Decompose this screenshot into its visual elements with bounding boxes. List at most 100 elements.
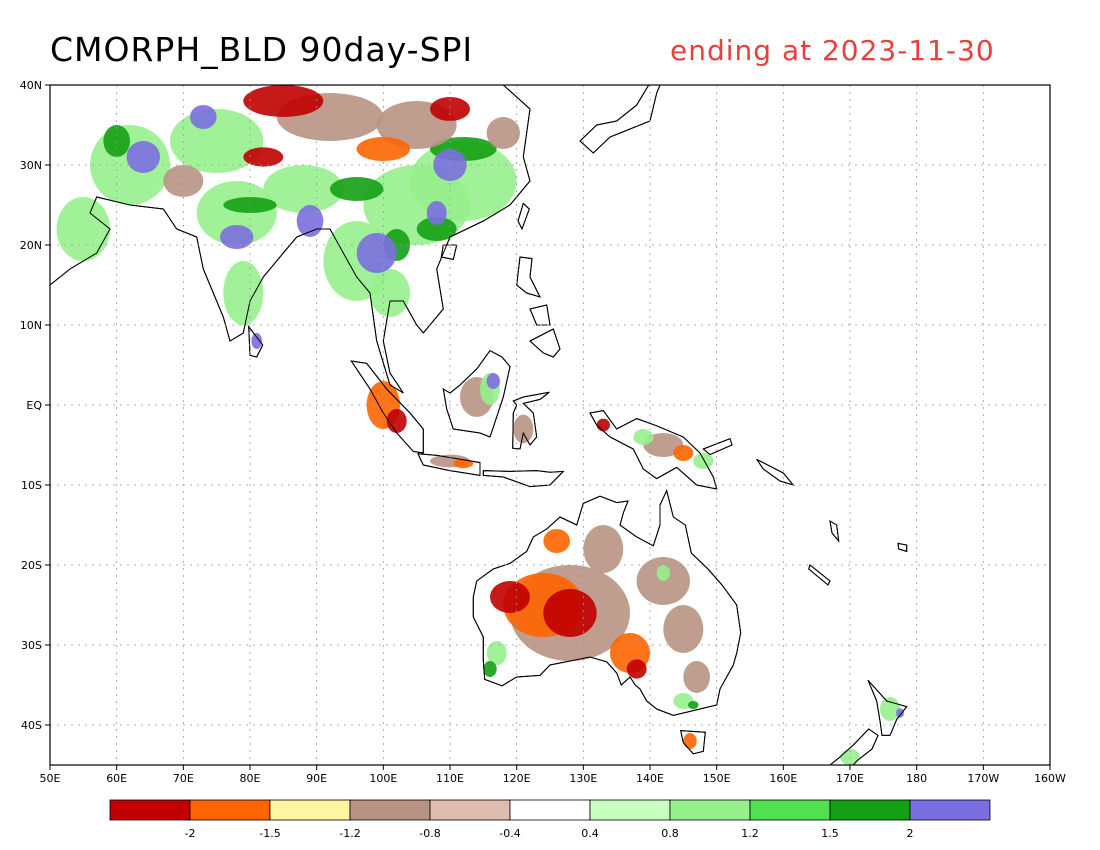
map-frame (49, 84, 1051, 766)
spi-region-dry-extreme (386, 409, 407, 433)
legend-break-label: 0.4 (581, 827, 599, 840)
coastline-lesser-sunda (482, 470, 565, 488)
spi-region-wet-moderate (880, 697, 900, 721)
legend-break-label: 1.5 (821, 827, 839, 840)
coastline-bismarck (702, 437, 733, 456)
legend-break-label: 0.8 (661, 827, 679, 840)
spi-region-dry-extreme (490, 581, 530, 613)
coastline-taiwan (517, 202, 530, 231)
coastline-asia (50, 85, 531, 394)
legend-swatch (269, 799, 351, 821)
legend-swatch (749, 799, 831, 821)
legend-break-label: 2 (907, 827, 914, 840)
lon-tick-label: 120E (503, 772, 531, 785)
spi-region-wet-extreme (426, 201, 447, 225)
coastline-fiji (897, 542, 908, 553)
legend-swatch (189, 799, 271, 821)
spi-region-wet-moderate (196, 181, 277, 245)
lat-tick-label: 40S (21, 719, 42, 732)
gridlines (50, 85, 1050, 765)
spi-region-dry-extreme (243, 147, 284, 167)
coastline-vanuatu (829, 520, 840, 543)
lat-tick-label: 10S (21, 479, 42, 492)
lon-tick-label: 130E (569, 772, 597, 785)
landmass-solomons (756, 458, 795, 486)
legend-break-label: -1.5 (259, 827, 280, 840)
spi-region-wet-moderate (693, 453, 714, 469)
spi-region-dry-severe (673, 445, 694, 461)
spi-region-wet-severe (416, 217, 457, 241)
spi-region-dry-extreme (543, 589, 597, 637)
spi-region-wet-severe (483, 661, 497, 677)
coastline-borneo (442, 349, 511, 438)
legend-break-label: 1.2 (741, 827, 759, 840)
lon-tick-label: 80E (240, 772, 261, 785)
coastline-hainan (440, 244, 458, 260)
legend-swatch (349, 799, 431, 821)
coastline-tasmania (680, 730, 706, 755)
legend-swatch (669, 799, 751, 821)
lon-tick-label: 170W (967, 772, 999, 785)
legend-swatch (909, 799, 991, 821)
spi-region-wet-severe (688, 701, 699, 709)
lon-tick-label: 100E (369, 772, 397, 785)
spi-region-wet-moderate (656, 565, 670, 581)
coastline-sumatra (350, 360, 424, 454)
spi-region-wet-moderate (170, 109, 264, 173)
legend-swatch (509, 799, 591, 821)
spi-region-wet-severe (330, 177, 384, 201)
lon-tick-label: 90E (306, 772, 327, 785)
spi-region-wet-extreme (486, 373, 500, 389)
spi-region-wet-extreme (126, 141, 160, 173)
map-title: CMORPH_BLD 90day-SPI (50, 30, 474, 69)
coastline-new-caledonia (808, 564, 831, 586)
spi-region-wet-moderate (370, 269, 410, 317)
legend-break-label: -0.4 (499, 827, 520, 840)
coastline-nz-south (829, 728, 879, 765)
lat-tick-label: 40N (20, 79, 42, 92)
legend-swatch (429, 799, 511, 821)
coastline-solomons (756, 458, 795, 486)
spi-region-dry-moderate (163, 165, 204, 197)
spi-region-dry-moderate (513, 414, 534, 444)
landmass-new-caledonia (808, 564, 831, 586)
axis-labels: 40N 30N 20N 10N EQ 10S 20S 30S 40S 50E 60E 70E 80E 90… (20, 79, 1066, 785)
legend-swatch (829, 799, 911, 821)
coastline-mindanao (529, 328, 561, 358)
coastline-sulawesi (512, 391, 550, 450)
spi-region-dry-moderate (583, 525, 624, 573)
coastline-luzon (516, 256, 541, 298)
legend-break-label: -0.8 (419, 827, 440, 840)
map-subtitle: ending at 2023-11-30 (670, 34, 995, 67)
coastline-visayas (529, 304, 551, 326)
lat-tick-label: EQ (26, 399, 42, 412)
spi-region-dry-severe (543, 529, 570, 553)
spi-region-dry-moderate (683, 661, 710, 693)
lat-tick-label: 30S (21, 639, 42, 652)
spi-region-wet-extreme (896, 708, 904, 718)
coastline-new-guinea (589, 410, 718, 490)
lon-tick-label: 180 (906, 772, 927, 785)
spi-region-dry-moderate (486, 117, 520, 149)
lon-tick-label: 160E (769, 772, 797, 785)
legend-swatch (109, 799, 191, 821)
spi-region-wet-moderate (263, 165, 344, 213)
spi-region-wet-extreme (356, 233, 397, 273)
lon-tick-label: 170E (836, 772, 864, 785)
spi-region-dry-extreme (626, 659, 647, 679)
spi-region-wet-extreme (251, 333, 262, 349)
lat-tick-label: 30N (20, 159, 42, 172)
spi-region-wet-moderate (56, 197, 110, 261)
spi-region-dry-extreme (596, 418, 610, 432)
spi-region-dry-severe (683, 733, 697, 749)
lon-tick-label: 150E (703, 772, 731, 785)
lon-tick-label: 140E (636, 772, 664, 785)
legend-break-label: -2 (185, 827, 196, 840)
spi-region-wet-extreme (220, 225, 254, 249)
spi-region-wet-moderate (486, 641, 507, 665)
coastline-japan (579, 85, 661, 154)
spi-anomaly-shading (56, 85, 904, 765)
color-legend: -2 -1.5 -1.2 -0.8 -0.4 0.4 0.8 1.2 1.5 2 (109, 799, 991, 840)
coastline-java (417, 453, 481, 476)
